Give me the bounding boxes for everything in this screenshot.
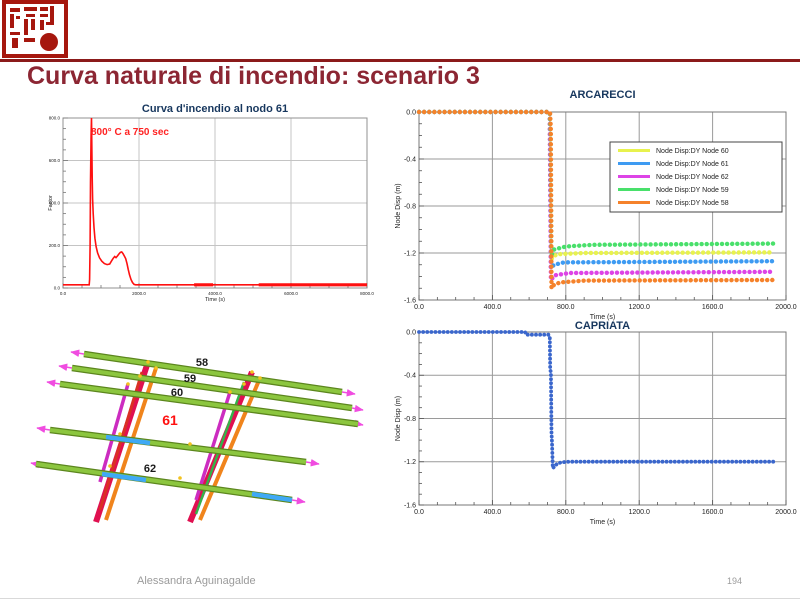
ytick-label: 0.0 <box>406 329 416 336</box>
x-axis-label: Time (s) <box>205 297 225 303</box>
xtick-label: 8000.0 <box>360 291 374 296</box>
roof-structure-figure: 58 59 60 61 62 <box>30 349 364 524</box>
y-axis-label: Node Disp (m) <box>395 396 402 441</box>
xtick-label: 2000.0 <box>775 509 797 516</box>
xtick-label: 1200.0 <box>628 304 650 311</box>
blue-link <box>101 471 147 483</box>
ytick-label: 0.0 <box>406 109 416 116</box>
ytick-label: -1.2 <box>404 459 416 466</box>
xtick-label: 2000.0 <box>132 291 146 296</box>
chart-title: ARCARECCI <box>570 89 636 101</box>
xtick-label: 1600.0 <box>702 304 724 311</box>
fire-curve-chart: 0.0 2000.0 4000.0 6000.0 8000.0 0.0 200.0 400.0… <box>48 103 374 303</box>
ytick-label: 200.0 <box>49 243 61 248</box>
xtick-label: 800.0 <box>557 509 575 516</box>
legend-label: Node Disp:DY Node 61 <box>656 161 729 168</box>
xtick-label: 400.0 <box>484 509 502 516</box>
bottom-rule <box>0 598 800 599</box>
chart-title: CAPRIATA <box>575 320 630 332</box>
ytick-label: -0.8 <box>404 416 416 423</box>
chinese-seal-icon <box>2 0 68 58</box>
x-axis-label: Time (s) <box>590 314 615 321</box>
arcarecci-chart: 0.0 400.0 800.0 1200.0 1600.0 2000.0 -1.6 -1.2 -… <box>395 89 797 321</box>
beam-59-label: 59 <box>184 373 196 385</box>
legend-label: Node Disp:DY Node 60 <box>656 148 729 155</box>
xtick-label: 1600.0 <box>702 509 724 516</box>
series-line <box>417 330 776 473</box>
beam-62-label: 62 <box>144 463 156 475</box>
y-axis-label: Node Disp (m) <box>395 183 402 228</box>
ytick-label: -1.2 <box>404 250 416 257</box>
xtick-label: 400.0 <box>484 304 502 311</box>
xtick-label: 800.0 <box>557 304 575 311</box>
blue-link <box>251 491 293 503</box>
beam-60 <box>46 379 364 428</box>
beam-58-label: 58 <box>196 357 208 369</box>
ytick-label: 400.0 <box>49 201 61 206</box>
ytick-label: 600.0 <box>49 158 61 163</box>
legend-label: Node Disp:DY Node 59 <box>656 187 729 194</box>
y-axis-label: Factor <box>48 195 54 211</box>
chart-annotation: 800° C a 750 sec <box>91 127 169 138</box>
beam-60-label: 60 <box>171 387 183 399</box>
ytick-label: -0.4 <box>404 373 416 380</box>
beam-58 <box>70 349 356 397</box>
header-rule <box>0 59 800 62</box>
legend-label: Node Disp:DY Node 58 <box>656 200 729 207</box>
ytick-label: -0.4 <box>404 156 416 163</box>
series-line <box>416 109 776 296</box>
xtick-label: 6000.0 <box>284 291 298 296</box>
footer-author: Alessandra Aguinagalde <box>137 575 256 587</box>
legend-label: Node Disp:DY Node 62 <box>656 174 729 181</box>
xtick-label: 0.0 <box>414 509 424 516</box>
chart-title: Curva d'incendio al nodo 61 <box>142 103 288 115</box>
xtick-label: 0.0 <box>414 304 424 311</box>
xtick-label: 0.0 <box>60 291 67 296</box>
ytick-label: 800.0 <box>49 116 61 121</box>
beam-62 <box>30 460 306 505</box>
series-line <box>63 117 367 286</box>
xtick-label: 2000.0 <box>775 304 797 311</box>
ytick-label: 0.0 <box>54 286 61 291</box>
ytick-label: -1.6 <box>404 502 416 509</box>
joint-dots <box>108 360 262 480</box>
capriata-chart: 0.0 400.0 800.0 1200.0 1600.0 2000.0 -1.6 -1.2 -… <box>395 320 797 526</box>
ytick-label: -0.8 <box>404 203 416 210</box>
blue-link <box>105 434 151 446</box>
xtick-label: 1200.0 <box>628 509 650 516</box>
seal-logo <box>2 0 68 63</box>
beam-61-label: 61 <box>162 412 178 428</box>
xtick-label: 4000.0 <box>208 291 222 296</box>
beam-61 <box>36 425 320 467</box>
x-axis-label: Time (s) <box>590 519 615 526</box>
page-title: Curva naturale di incendio: scenario 3 <box>27 62 480 90</box>
ytick-label: -1.6 <box>404 297 416 304</box>
beam-59 <box>58 363 364 413</box>
footer-page-number: 194 <box>727 576 743 586</box>
